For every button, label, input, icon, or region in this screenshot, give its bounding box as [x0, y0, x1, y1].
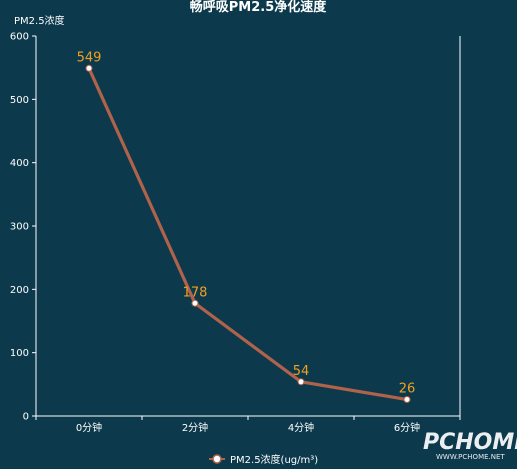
watermark-url: WWW.PCHOME.NET [436, 453, 505, 461]
y-ticks: 0 100 200 300 400 500 600 [10, 32, 36, 423]
legend-marker [212, 454, 222, 464]
chart-title: 畅呼吸PM2.5净化速度 [190, 0, 327, 15]
data-point[interactable] [85, 64, 93, 72]
y-tick-label: 100 [10, 348, 29, 359]
data-labels: 549 178 54 26 [77, 50, 416, 396]
data-label: 54 [293, 364, 310, 379]
data-label: 26 [399, 382, 416, 397]
legend[interactable]: PM2.5浓度(ug/m³) [209, 453, 318, 466]
data-point[interactable] [403, 396, 411, 404]
y-tick-label: 500 [10, 95, 29, 106]
data-label: 178 [183, 285, 208, 300]
x-tick-label: 0分钟 [76, 421, 102, 434]
series-line [87, 66, 409, 402]
y-axis-label: PM2.5浓度 [14, 14, 65, 27]
x-ticks: 0分钟 2分钟 4分钟 6分钟 [35, 416, 461, 434]
data-label: 549 [77, 50, 102, 65]
x-tick-label: 2分钟 [182, 421, 208, 434]
x-tick-label: 4分钟 [288, 421, 314, 434]
pchome-watermark: PCHOME WWW.PCHOME.NET [423, 430, 517, 461]
watermark-logo: PCHOME [423, 430, 517, 455]
x-tick-label: 6分钟 [394, 421, 420, 434]
y-tick-label: 600 [10, 32, 29, 43]
y-tick-label: 300 [10, 222, 29, 233]
data-point[interactable] [191, 299, 199, 307]
legend-label: PM2.5浓度(ug/m³) [230, 453, 318, 466]
series-group [85, 64, 411, 404]
y-tick-label: 0 [23, 412, 29, 423]
data-point[interactable] [297, 378, 305, 386]
y-tick-label: 200 [10, 285, 29, 296]
y-tick-label: 400 [10, 158, 29, 169]
